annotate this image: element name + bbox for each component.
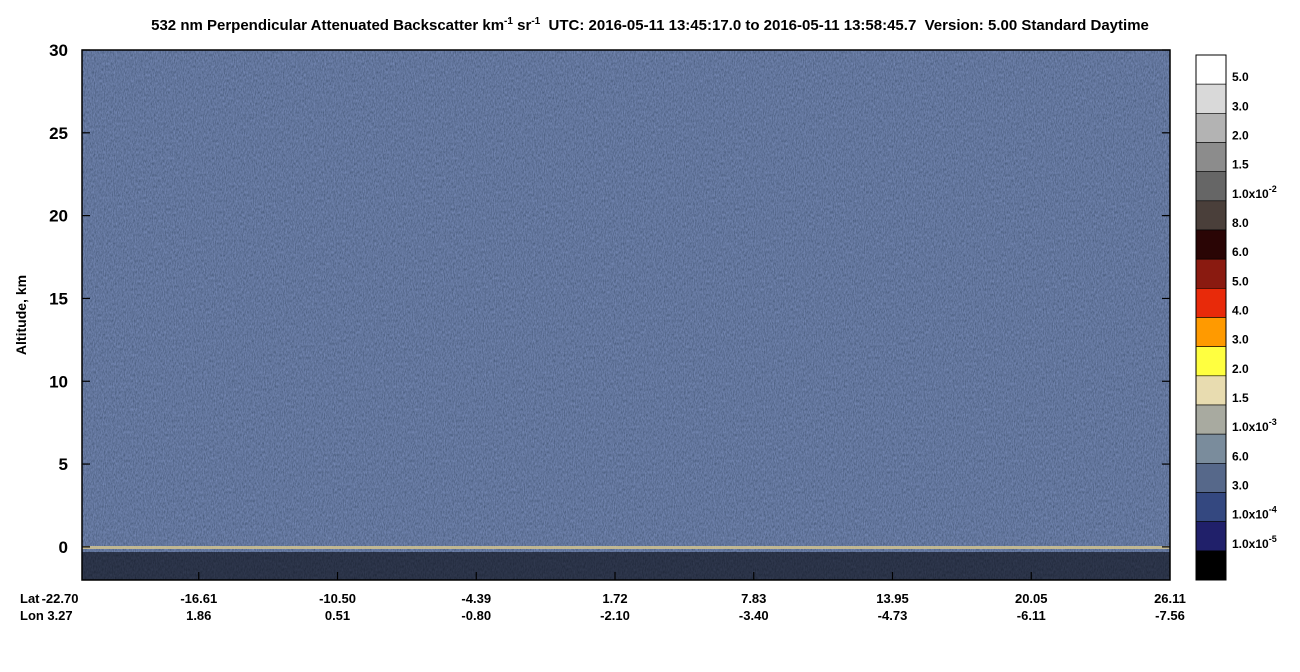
colorbar-label: 5.0 — [1232, 70, 1249, 84]
colorbar-swatch — [1195, 463, 1227, 493]
colorbar-label-sup: -4 — [1269, 505, 1277, 515]
colorbar-label: 1.0x10-2 — [1232, 184, 1277, 201]
colorbar-label: 6.0 — [1232, 449, 1249, 463]
title-sup: -1 — [504, 16, 513, 27]
y-tick-label: 25 — [49, 124, 68, 143]
colorbar-swatch — [1195, 171, 1227, 202]
y-tick-label: 30 — [49, 41, 68, 60]
colorbar-swatch — [1195, 258, 1227, 289]
colorbar-label: 1.5 — [1232, 391, 1249, 405]
colorbar-swatch — [1195, 550, 1227, 581]
x-tick-label: -16.61 — [180, 591, 217, 606]
colorbar-frame — [1195, 54, 1227, 581]
x-tick-label: 7.83 — [741, 591, 766, 606]
colorbar-label: 1.0x10-4 — [1232, 505, 1277, 522]
surface-return — [82, 546, 1170, 549]
colorbar-label-text: 2.0 — [1232, 362, 1249, 376]
colorbar-label-text: 1.0x10 — [1232, 187, 1269, 201]
x-row-name: Lon — [20, 608, 44, 623]
colorbar-label: 2.0 — [1232, 362, 1249, 376]
y-tick-label: 15 — [49, 289, 68, 308]
colorbar-label: 3.0 — [1232, 479, 1249, 493]
colorbar-label-text: 3.0 — [1232, 333, 1249, 347]
subsurface — [82, 552, 1170, 580]
x-tick-label: -4.73 — [878, 608, 908, 623]
colorbar-swatch — [1195, 83, 1227, 114]
x-tick-label: -10.50 — [319, 591, 356, 606]
colorbar-label-text: 5.0 — [1232, 70, 1249, 84]
colorbar-label-text: 4.0 — [1232, 304, 1249, 318]
colorbar-swatch — [1195, 113, 1227, 143]
colorbar-swatch — [1195, 200, 1227, 231]
x-row-name: Lat — [20, 591, 40, 606]
colorbar-label-text: 1.5 — [1232, 391, 1249, 405]
colorbar-swatch — [1195, 317, 1227, 347]
colorbar-label-text: 1.0x10 — [1232, 508, 1269, 522]
colorbar-label-text: 8.0 — [1232, 216, 1249, 230]
colorbar-label: 5.0 — [1232, 274, 1249, 288]
colorbar-label: 1.5 — [1232, 158, 1249, 172]
x-tick-label: -4.39 — [461, 591, 491, 606]
chart-title: 532 nm Perpendicular Attenuated Backscat… — [151, 16, 1149, 34]
colorbar-label-sup: -2 — [1269, 184, 1277, 194]
colorbar-swatch — [1195, 375, 1227, 406]
y-tick-label: 10 — [49, 372, 68, 391]
y-tick-label: 0 — [59, 538, 68, 557]
colorbar-label-text: 5.0 — [1232, 274, 1249, 288]
x-tick-label: -3.40 — [739, 608, 769, 623]
y-tick-label: 5 — [59, 455, 68, 474]
colorbar-label: 4.0 — [1232, 304, 1249, 318]
y-tick-label: 20 — [49, 207, 68, 226]
x-tick-label: -22.70 — [42, 591, 79, 606]
colorbar-swatch — [1195, 142, 1227, 172]
colorbar-label: 1.0x10-3 — [1232, 417, 1277, 434]
colorbar-label-text: 1.0x10 — [1232, 537, 1269, 551]
colorbar-label-text: 1.0x10 — [1232, 420, 1269, 434]
title-part: 532 nm Perpendicular Attenuated Backscat… — [151, 17, 504, 34]
colorbar-label-sup: -3 — [1269, 417, 1277, 427]
colorbar-label: 3.0 — [1232, 99, 1249, 113]
colorbar-label-text: 3.0 — [1232, 99, 1249, 113]
x-tick-label: 1.86 — [186, 608, 211, 623]
colorbar-label: 3.0 — [1232, 333, 1249, 347]
colorbar-swatch — [1195, 433, 1227, 464]
colorbar-swatch — [1195, 404, 1227, 435]
colorbar-label: 1.0x10-5 — [1232, 534, 1277, 551]
colorbar-label-text: 2.0 — [1232, 129, 1249, 143]
backscatter-texture — [82, 50, 1170, 580]
x-tick-label: 13.95 — [876, 591, 909, 606]
x-tick-label: -2.10 — [600, 608, 630, 623]
x-tick-label: 1.72 — [602, 591, 627, 606]
colorbar-swatch — [1195, 229, 1227, 260]
colorbar-label-text: 1.5 — [1232, 158, 1249, 172]
colorbar-swatch — [1195, 346, 1227, 377]
x-tick-label: -7.56 — [1155, 608, 1185, 623]
colorbar-swatch — [1195, 288, 1227, 318]
x-tick-label: -6.11 — [1017, 608, 1046, 623]
colorbar-label-text: 6.0 — [1232, 245, 1249, 259]
title-part: UTC: 2016-05-11 13:45:17.0 to 2016-05-11… — [540, 17, 1149, 34]
colorbar-label-text: 3.0 — [1232, 479, 1249, 493]
colorbar-label-text: 6.0 — [1232, 449, 1249, 463]
colorbar-label: 8.0 — [1232, 216, 1249, 230]
title-sup: -1 — [531, 16, 540, 27]
colorbar-label: 6.0 — [1232, 245, 1249, 259]
x-tick-label: -0.80 — [461, 608, 491, 623]
y-axis-label: Altitude, km — [13, 275, 29, 355]
colorbar-label: 2.0 — [1232, 129, 1249, 143]
colorbar-swatch — [1195, 54, 1227, 85]
x-tick-label: 0.51 — [325, 608, 350, 623]
title-part: sr — [513, 17, 532, 34]
plot-frame — [81, 49, 1171, 581]
x-tick-label: 20.05 — [1015, 591, 1048, 606]
x-tick-label: 26.11 — [1154, 591, 1186, 606]
colorbar-label-sup: -5 — [1269, 534, 1277, 544]
x-tick-label: 3.27 — [47, 608, 72, 623]
colorbar-swatch — [1195, 492, 1227, 522]
colorbar-swatch — [1195, 521, 1227, 552]
